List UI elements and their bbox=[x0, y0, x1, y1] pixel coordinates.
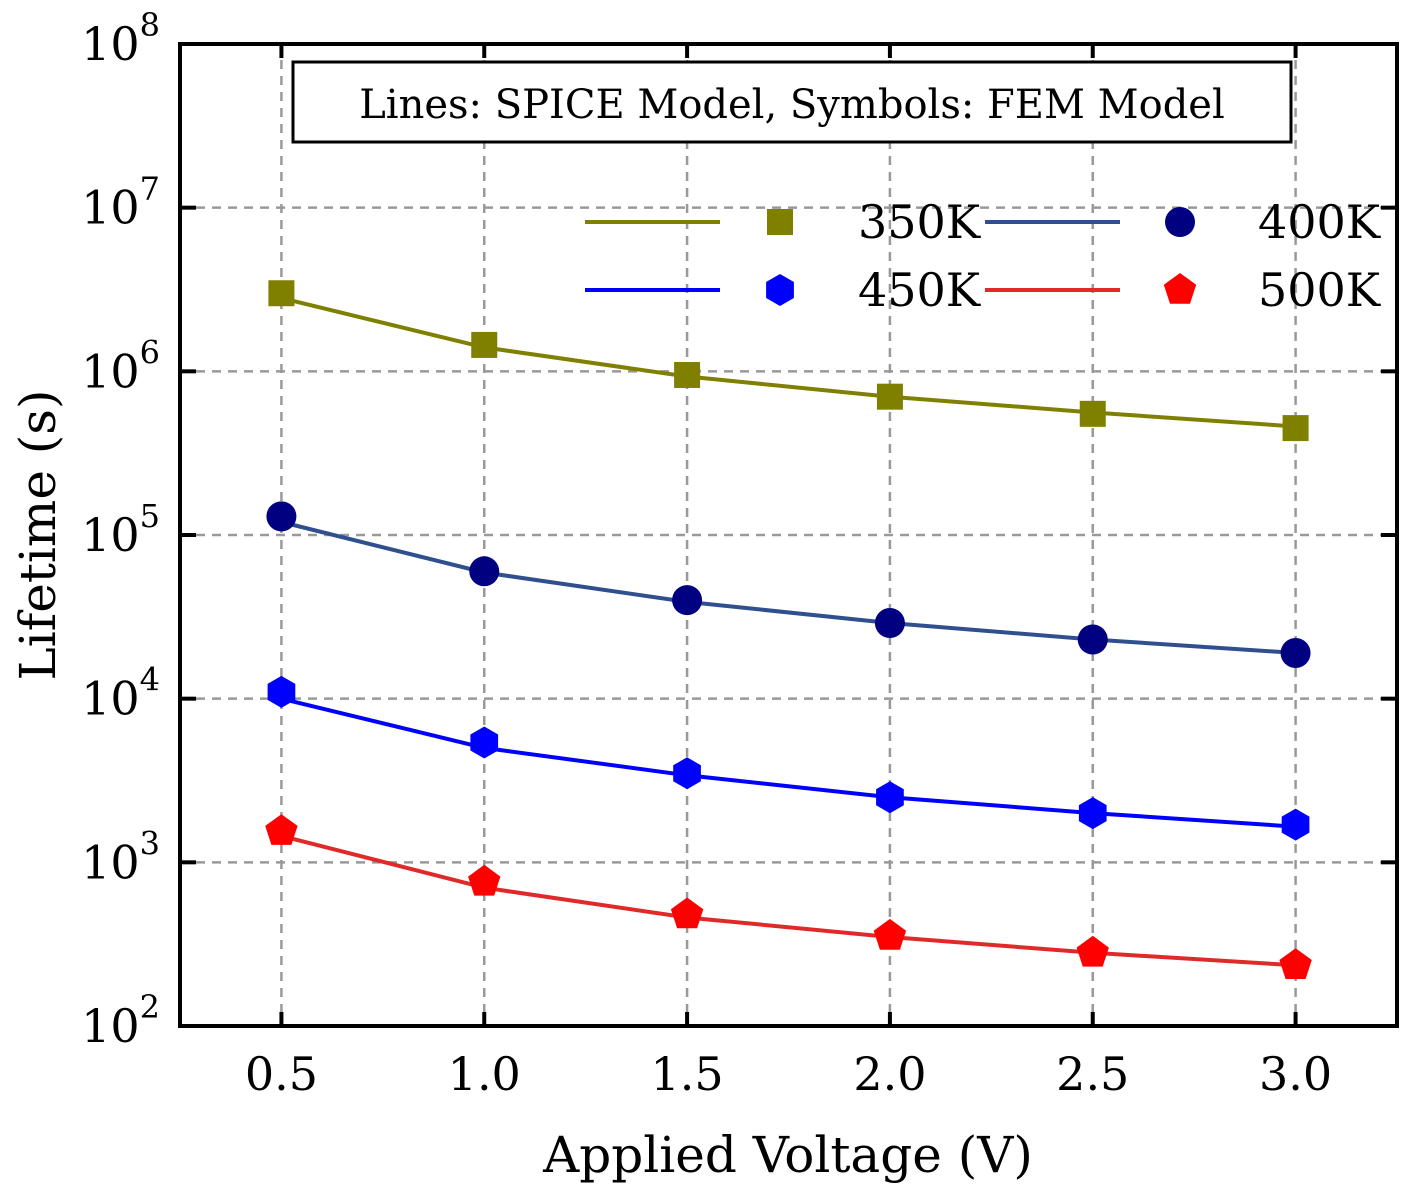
data-point-350K bbox=[471, 331, 498, 358]
data-point-400K bbox=[1077, 624, 1108, 655]
y-tick-label: 108 bbox=[81, 6, 160, 71]
legend-item-500K: 500K bbox=[985, 263, 1382, 317]
y-tick-label: 105 bbox=[81, 497, 160, 562]
data-point-450K bbox=[1281, 808, 1310, 841]
series-400K bbox=[266, 501, 1311, 669]
y-tick-label: 103 bbox=[81, 824, 160, 889]
data-point-500K bbox=[265, 814, 298, 845]
legend-item-450K: 450K bbox=[585, 263, 982, 317]
x-tick-label: 3.0 bbox=[1259, 1047, 1332, 1101]
data-point-450K bbox=[470, 726, 499, 759]
x-tick-label: 2.0 bbox=[853, 1047, 926, 1101]
data-point-450K bbox=[673, 757, 701, 790]
annotation-text: Lines: SPICE Model, Symbols: FEM Model bbox=[359, 82, 1225, 128]
data-point-500K bbox=[1279, 948, 1312, 979]
legend-label: 400K bbox=[1258, 195, 1382, 249]
legend-marker bbox=[1165, 207, 1195, 237]
x-tick-label: 1.5 bbox=[651, 1047, 724, 1101]
data-point-350K bbox=[268, 280, 295, 307]
legend-label: 350K bbox=[858, 195, 982, 249]
legend-marker bbox=[767, 209, 793, 235]
series-450K bbox=[267, 675, 1310, 841]
legend-label: 450K bbox=[858, 263, 982, 317]
legend: 350K 400K 450K 500K bbox=[585, 195, 1382, 317]
data-point-350K bbox=[876, 383, 903, 410]
data-point-500K bbox=[468, 864, 501, 896]
y-tick-labels: 102 103 104 105 106 107 108 bbox=[81, 6, 160, 1053]
data-point-450K bbox=[876, 781, 904, 814]
series-350K bbox=[268, 280, 1309, 442]
x-tick-labels: 0.5 1.0 1.5 2.0 2.5 3.0 bbox=[245, 1047, 1332, 1101]
axis-ticks bbox=[180, 42, 1397, 1028]
data-point-400K bbox=[1280, 638, 1311, 669]
series-500K bbox=[265, 814, 1312, 979]
x-tick-label: 2.5 bbox=[1056, 1047, 1129, 1101]
series-line-350K bbox=[280, 296, 1296, 429]
legend-marker bbox=[766, 274, 794, 306]
y-axis-title: Lifetime (s) bbox=[9, 390, 67, 681]
data-point-350K bbox=[674, 361, 701, 388]
y-tick-label: 104 bbox=[81, 661, 160, 726]
x-axis-title: Applied Voltage (V) bbox=[542, 1126, 1033, 1184]
legend-marker bbox=[1163, 273, 1197, 304]
series-line-500K bbox=[280, 833, 1296, 968]
data-point-500K bbox=[670, 897, 704, 929]
y-tick-label: 102 bbox=[81, 988, 160, 1053]
grid-lines bbox=[180, 44, 1397, 1026]
legend-label: 500K bbox=[1258, 263, 1382, 317]
series-layer bbox=[265, 280, 1312, 979]
data-point-500K bbox=[873, 918, 907, 950]
data-point-400K bbox=[469, 556, 500, 587]
series-line-400K bbox=[280, 520, 1296, 655]
data-point-350K bbox=[1079, 400, 1106, 427]
data-point-500K bbox=[1076, 935, 1109, 967]
x-tick-label: 0.5 bbox=[245, 1047, 318, 1101]
data-point-450K bbox=[267, 675, 296, 708]
data-point-400K bbox=[672, 585, 703, 616]
data-point-400K bbox=[874, 607, 905, 638]
annotation-box bbox=[291, 60, 1293, 144]
data-point-450K bbox=[1078, 797, 1107, 830]
series-line-450K bbox=[280, 696, 1296, 829]
y-tick-label: 107 bbox=[81, 170, 160, 235]
x-tick-label: 1.0 bbox=[448, 1047, 521, 1101]
data-point-350K bbox=[1282, 415, 1309, 442]
y-tick-label: 106 bbox=[81, 333, 160, 398]
legend-item-350K: 350K bbox=[585, 195, 982, 249]
data-point-400K bbox=[266, 501, 297, 532]
legend-item-400K: 400K bbox=[985, 195, 1382, 249]
